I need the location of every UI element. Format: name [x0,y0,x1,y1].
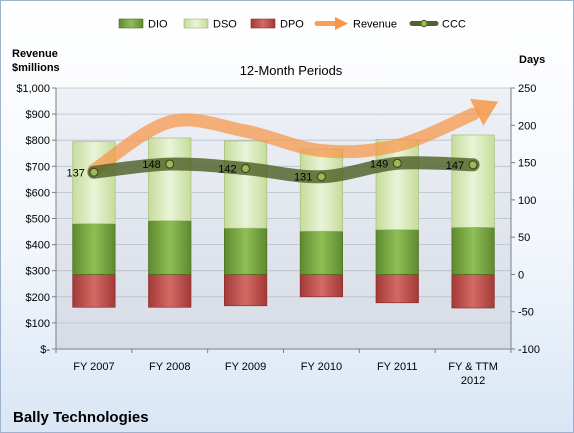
bar-dio [299,230,343,275]
ccc-data-label: 137 [67,167,85,179]
legend-arrow-icon [314,17,348,30]
legend-label-dio: DIO [148,19,168,31]
right-tick-label: -50 [518,307,534,319]
x-tick-label: FY 2008 [149,361,190,373]
left-axis-ticks: $- $100 $200 $300 $400 $500 $600 $700 $800 $900 $1… [16,83,56,356]
ccc-data-label: 148 [142,159,160,171]
revenue-arrowhead [470,98,499,126]
x-tick-label: 2012 [461,375,485,387]
chart-title: 12-Month Periods [240,63,343,78]
ccc-data-label: 142 [218,164,236,176]
left-axis-title-line2: $millions [12,62,60,74]
legend: DIO DSO DPO Revenue [118,17,466,31]
left-tick-label: $700 [26,161,50,173]
legend-label-dso: DSO [213,19,237,31]
ccc-point [165,159,175,169]
legend-item-revenue: Revenue [314,17,397,31]
x-tick-label: FY 2007 [73,361,114,373]
left-tick-label: $600 [26,187,50,199]
x-axis-ticks: FY 2007 FY 2008 FY 2009 FY 2010 FY 2011 FY & … [55,349,512,387]
left-tick-label: $- [40,344,50,356]
legend-label-dpo: DPO [280,19,304,31]
right-axis-ticks: -100 -50 0 50 100 150 200 250 [511,83,540,356]
bar-dio [224,227,268,275]
ccc-point [392,158,402,168]
bar-dpo [299,274,343,298]
legend-swatch-dio [118,18,144,29]
legend-swatch-dso [183,18,209,29]
bar-dpo [148,274,192,308]
ccc-data-label: 131 [294,172,312,184]
ccc-line [87,156,480,184]
legend-item-dpo: DPO [250,18,304,31]
legend-swatch-dpo [250,18,276,29]
legend-line-icon [409,19,439,28]
bar-dpo [451,274,495,309]
ccc-point [89,167,99,177]
ccc-layer: 137 148 142 131 149 147 [67,156,480,184]
right-axis-title: Days [519,54,545,66]
ccc-data-label: 147 [446,160,464,172]
ccc-point [468,160,478,170]
company-name: Bally Technologies [13,409,149,426]
left-tick-label: $400 [26,240,50,252]
legend-item-dso: DSO [183,18,237,31]
legend-item-dio: DIO [118,18,168,31]
right-tick-label: 50 [518,232,530,244]
left-axis-title-line1: Revenue [12,48,58,60]
left-tick-label: $1,000 [16,83,50,95]
right-tick-label: 200 [518,120,536,132]
legend-item-ccc: CCC [409,19,466,31]
bar-dio [375,229,419,275]
bar-dio [451,227,495,275]
left-tick-label: $500 [26,214,50,226]
legend-label-revenue: Revenue [353,19,397,31]
x-tick-label: FY 2011 [377,361,418,373]
right-tick-label: 100 [518,195,536,207]
bar-dio [72,223,116,275]
x-tick-label: FY & TTM [448,361,498,373]
right-tick-label: 150 [518,158,536,170]
bar-dso [299,148,343,232]
left-tick-label: $800 [26,135,50,147]
ccc-point [316,172,327,182]
left-tick-label: $900 [26,109,50,121]
bar-dso [451,134,495,228]
left-tick-label: $300 [26,266,50,278]
bar-dpo [224,274,268,307]
ccc-point [240,163,251,174]
revenue-layer [87,98,499,177]
x-tick-label: FY 2009 [225,361,266,373]
right-tick-label: 0 [518,269,524,281]
right-tick-label: 250 [518,83,536,95]
left-tick-label: $100 [26,318,50,330]
bar-dpo [72,274,116,308]
bar-dso [224,140,268,229]
right-tick-label: -100 [518,344,540,356]
bar-dso [148,137,192,222]
revenue-line [87,107,480,177]
x-tick-label: FY 2010 [301,361,342,373]
bar-dio [148,220,192,275]
ccc-data-label: 149 [370,158,388,170]
legend-label-ccc: CCC [442,19,466,31]
left-tick-label: $200 [26,292,50,304]
bar-dpo [375,274,419,304]
